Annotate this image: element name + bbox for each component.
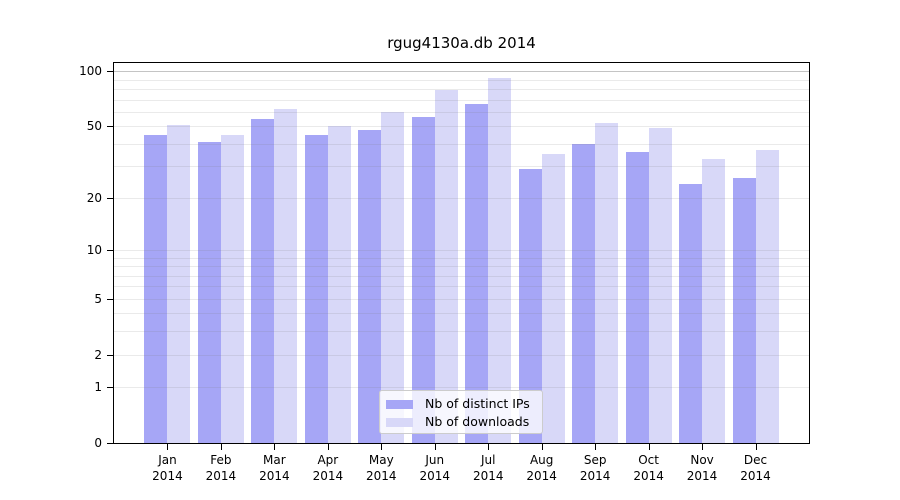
x-tick-label: Feb 2014 [205, 453, 237, 483]
legend-entry-downloads: Nb of downloads [386, 413, 542, 431]
bar-downloads [541, 154, 565, 443]
x-tick [220, 444, 222, 450]
x-tick [541, 444, 543, 450]
y-tick [107, 126, 113, 128]
bar-downloads [702, 159, 726, 443]
x-tick-label: Jan 2014 [152, 453, 183, 483]
y-tick-label: 5 [94, 291, 102, 306]
bar-distinct-ips [625, 152, 649, 443]
gridline [114, 313, 809, 315]
x-tick [327, 444, 329, 450]
gridline [114, 298, 809, 300]
x-tick-label: Jul 2014 [472, 453, 504, 483]
x-tick-label: Aug 2014 [526, 453, 557, 483]
bar-downloads [381, 111, 405, 443]
gridline [114, 286, 809, 288]
bar-distinct-ips [572, 143, 596, 443]
chart-title: rgug4130a.db 2014 [387, 34, 536, 52]
y-tick-label: 10 [86, 242, 102, 257]
gridline [114, 71, 809, 73]
gridline [114, 126, 809, 128]
x-tick [702, 444, 704, 450]
bar-distinct-ips [144, 134, 168, 443]
gridline [114, 166, 809, 168]
bar-downloads [274, 109, 298, 443]
legend: Nb of distinct IPs Nb of downloads [379, 390, 543, 434]
bar-distinct-ips [197, 141, 221, 443]
legend-label-distinct-ips: Nb of distinct IPs [425, 396, 530, 411]
y-tick-label: 50 [86, 119, 102, 134]
y-tick-label: 1 [94, 380, 102, 395]
gridline [114, 275, 809, 277]
legend-swatch-distinct-ips [386, 399, 413, 409]
y-tick [107, 298, 113, 300]
y-tick-label: 0 [94, 436, 102, 450]
bar-distinct-ips [679, 183, 703, 443]
bar-downloads [595, 123, 619, 443]
bar-downloads [220, 134, 244, 443]
x-tick [434, 444, 436, 450]
x-tick-label: May 2014 [366, 453, 397, 483]
gridline [114, 79, 809, 81]
y-tick [107, 197, 113, 199]
bar-distinct-ips [304, 134, 328, 443]
legend-label-downloads: Nb of downloads [425, 414, 530, 429]
bar-downloads [755, 150, 779, 443]
x-tick-label: Nov 2014 [686, 453, 718, 483]
x-tick-label: Mar 2014 [259, 453, 290, 483]
bar-distinct-ips [251, 118, 275, 443]
y-tick-label: 20 [86, 190, 102, 205]
bar-distinct-ips [358, 129, 382, 443]
y-tick-label: 2 [94, 347, 102, 362]
gridline [114, 387, 809, 389]
gridline [114, 99, 809, 101]
x-tick [274, 444, 276, 450]
y-tick [107, 443, 113, 444]
bar-distinct-ips [732, 177, 756, 443]
gridline [114, 257, 809, 259]
x-tick [595, 444, 597, 450]
x-tick [755, 444, 757, 450]
x-tick [381, 444, 383, 450]
gridline [114, 143, 809, 145]
gridline [114, 111, 809, 113]
y-tick [107, 354, 113, 356]
x-tick-label: Apr 2014 [312, 453, 344, 483]
gridline [114, 197, 809, 199]
x-tick [488, 444, 490, 450]
bar-distinct-ips [465, 104, 489, 443]
y-tick [107, 249, 113, 251]
bar-downloads [648, 127, 672, 443]
x-tick [167, 444, 169, 450]
y-tick [107, 387, 113, 389]
x-tick [648, 444, 650, 450]
x-tick-label: Dec 2014 [740, 453, 771, 483]
x-tick-label: Jun 2014 [419, 453, 451, 483]
x-tick-label: Sep 2014 [579, 453, 611, 483]
bar-downloads [488, 77, 512, 443]
gridline [114, 354, 809, 356]
bar-downloads [434, 90, 458, 443]
gridline [114, 89, 809, 91]
bar-distinct-ips [411, 117, 435, 443]
gridline [114, 249, 809, 251]
y-tick-label: 100 [79, 64, 102, 79]
gridline [114, 266, 809, 268]
gridline [114, 331, 809, 333]
x-tick-label: Oct 2014 [633, 453, 664, 483]
bar-downloads [327, 126, 351, 443]
plot-area [113, 62, 810, 444]
bar-distinct-ips [518, 169, 542, 443]
legend-swatch-downloads [386, 417, 413, 427]
bar-downloads [167, 124, 191, 443]
y-tick [107, 71, 113, 73]
legend-entry-distinct-ips: Nb of distinct IPs [386, 395, 542, 413]
